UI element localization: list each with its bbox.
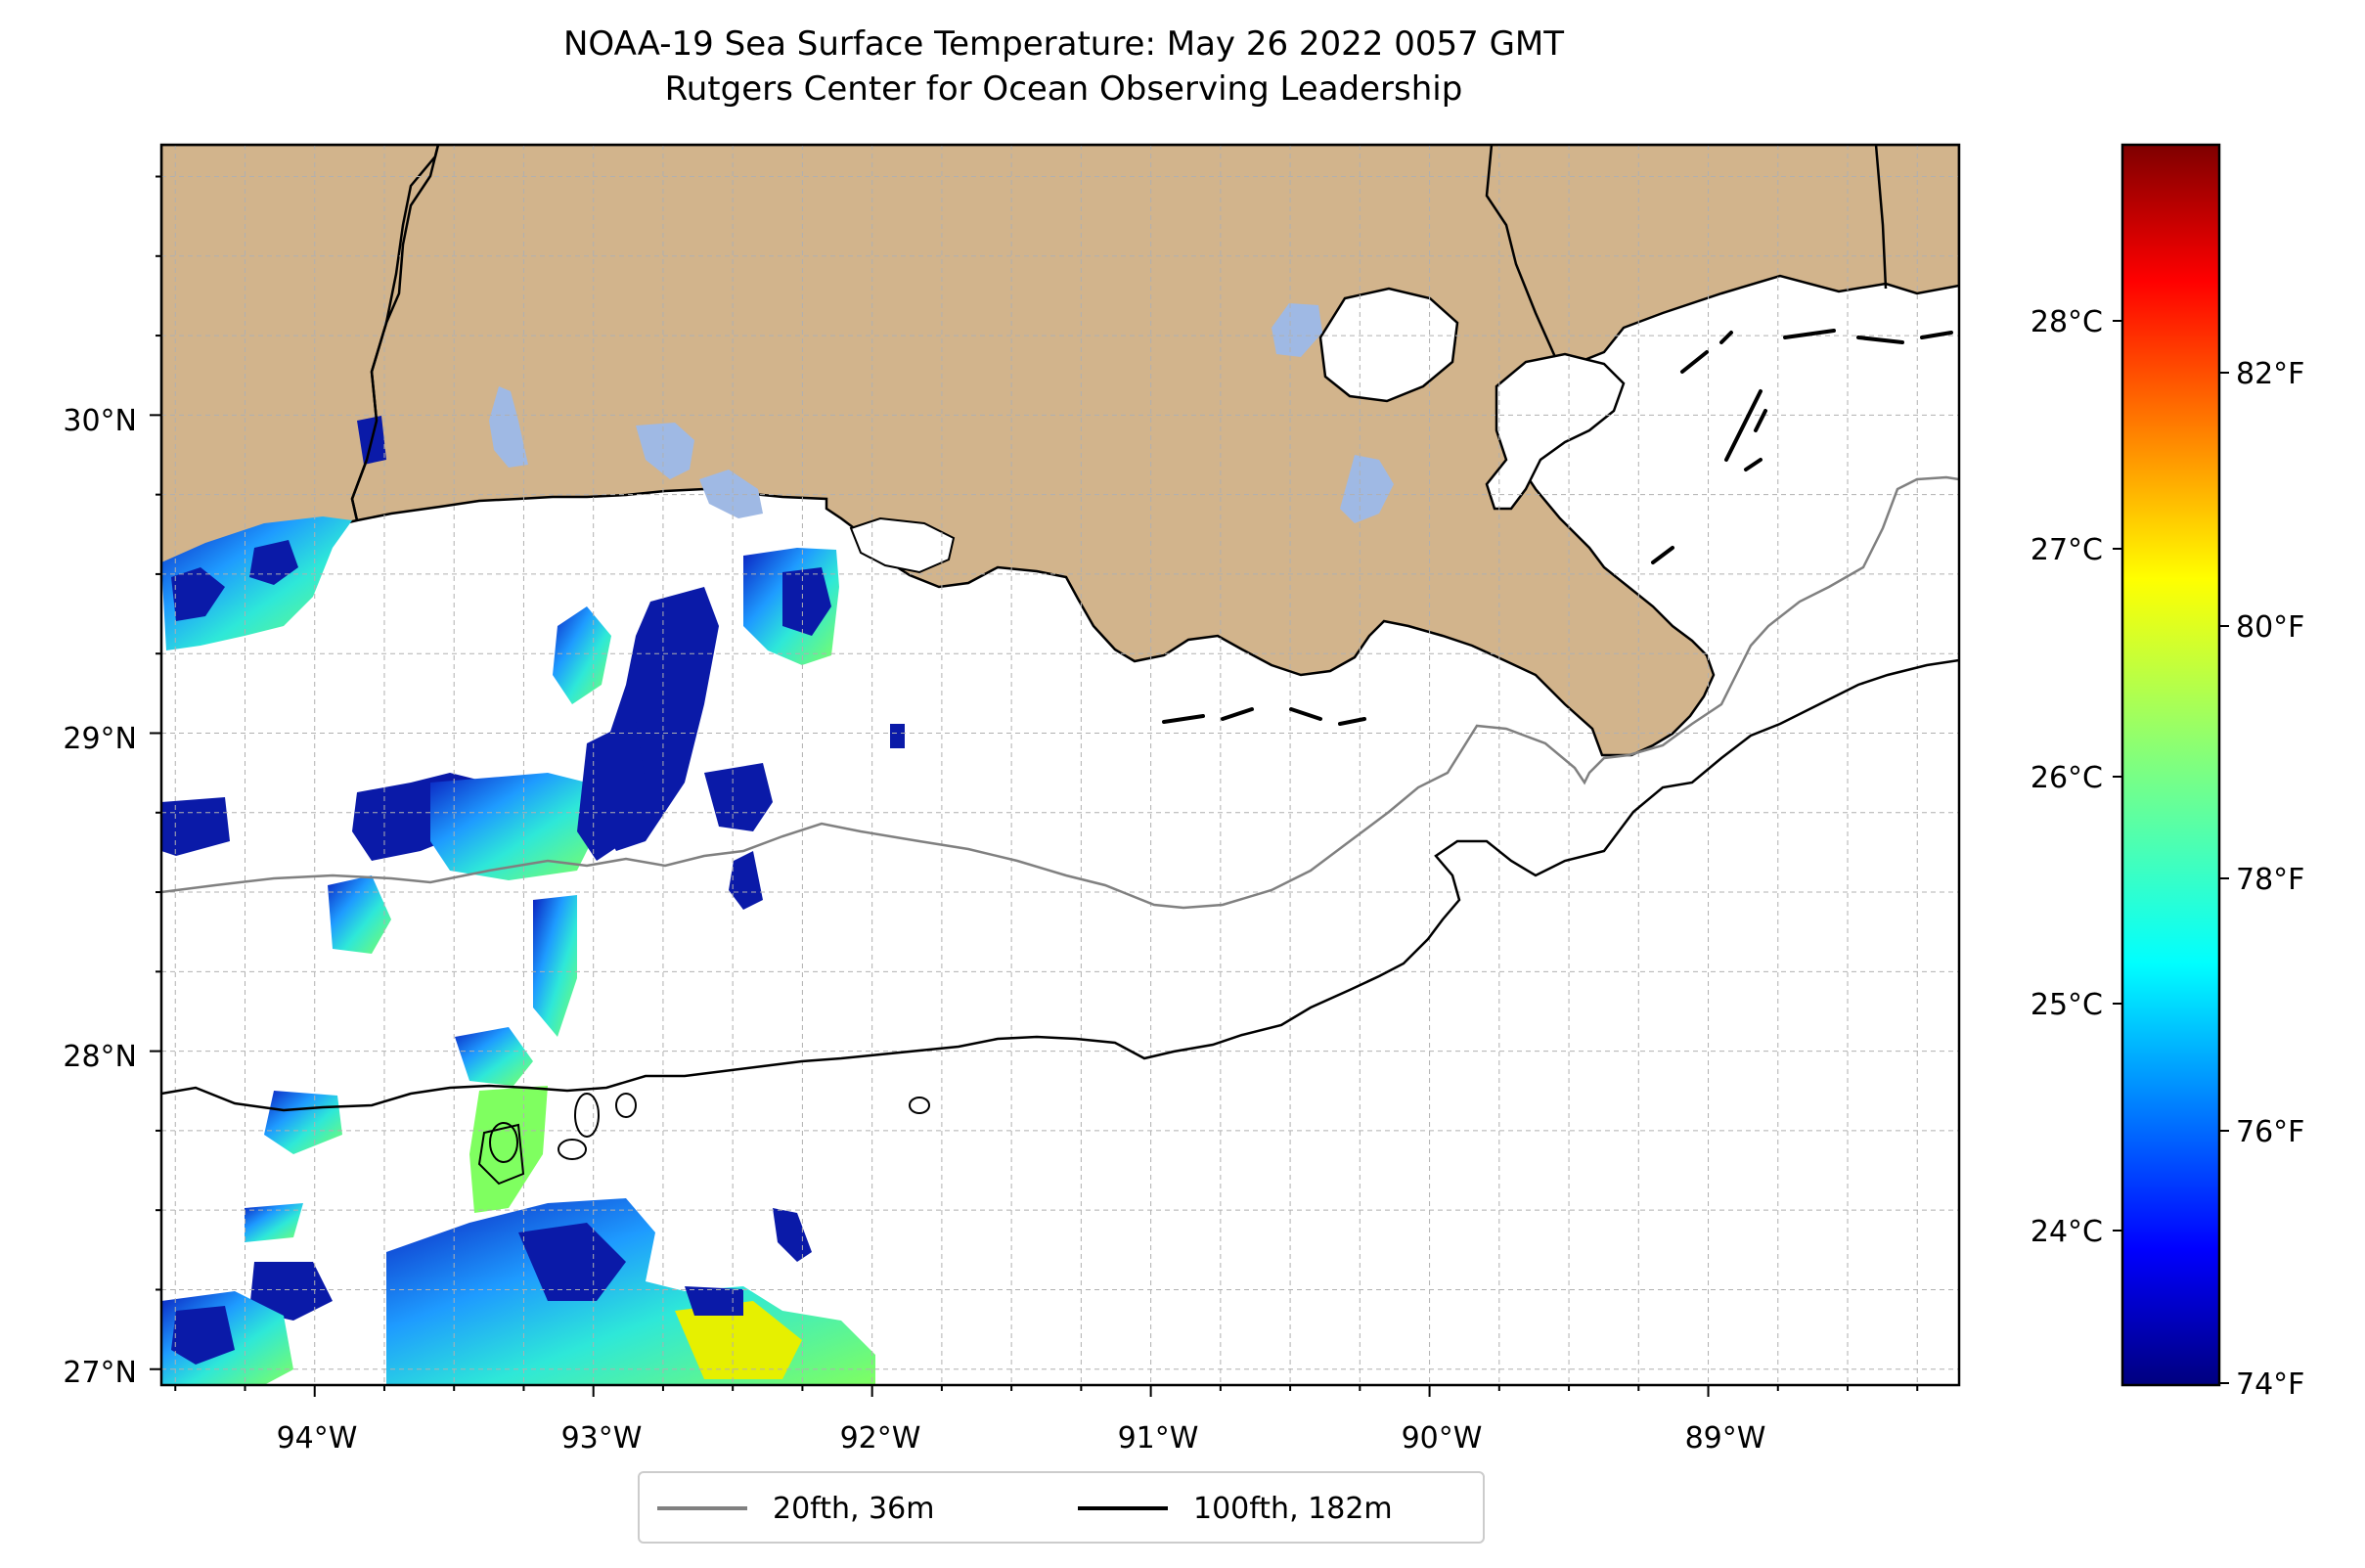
barrier-islands	[1162, 329, 1953, 726]
legend-line-black	[1078, 1506, 1168, 1510]
lat-tick-label: 28°N	[63, 1040, 137, 1074]
legend-label: 100fth, 182m	[1193, 1491, 1393, 1526]
lake-2	[1340, 455, 1394, 523]
delta-water	[1485, 352, 1626, 511]
fahrenheit-tick-label: 76°F	[2236, 1115, 2304, 1149]
legend-item-100fth: 100fth, 182m	[1078, 1491, 1393, 1526]
contour-legend: 20fth, 36m 100fth, 182m	[638, 1471, 1485, 1544]
colorbar-ticks	[2113, 320, 2229, 1384]
lat-tick-labels: 30°N 29°N 28°N 27°N	[63, 404, 137, 1390]
colorbar-gradient	[2120, 143, 2221, 1387]
lon-tick-label: 92°W	[840, 1421, 921, 1456]
lat-tick-label: 27°N	[63, 1356, 137, 1390]
state-borders	[350, 145, 1888, 521]
celsius-tick-label: 24°C	[2030, 1215, 2103, 1249]
lon-tick-label: 91°W	[1118, 1421, 1199, 1456]
lat-tick-label: 29°N	[63, 722, 137, 756]
lon-tick-label: 89°W	[1685, 1421, 1766, 1456]
legend-label: 20fth, 36m	[773, 1491, 935, 1526]
celsius-tick-label: 25°C	[2030, 988, 2103, 1022]
map-area	[161, 145, 1959, 1385]
celsius-tick-label: 28°C	[2030, 305, 2103, 339]
contour-loops	[477, 1093, 930, 1186]
colorbar: 28°C 27°C 26°C 25°C 24°C 82°F 80°F 78°F …	[2030, 143, 2304, 1402]
lon-tick-labels: 94°W 93°W 92°W 91°W 90°W 89°W	[277, 1421, 1766, 1456]
lon-tick-label: 94°W	[277, 1421, 358, 1456]
map-frame	[159, 143, 1961, 1387]
legend-line-gray	[657, 1506, 747, 1510]
contour-100fth	[161, 658, 1959, 1112]
lake-1	[1272, 303, 1322, 357]
lake-3	[489, 386, 528, 468]
legend-item-20fth: 20fth, 36m	[657, 1491, 934, 1526]
lon-tick-label: 90°W	[1402, 1421, 1483, 1456]
fahrenheit-tick-label: 78°F	[2236, 863, 2304, 897]
lat-tick-label: 30°N	[63, 404, 137, 438]
lake-4	[636, 423, 694, 479]
fahrenheit-tick-label: 82°F	[2236, 357, 2304, 391]
lake-pontchartrain	[1318, 287, 1459, 403]
sst-data	[161, 416, 905, 1385]
map-grid	[161, 145, 1959, 1385]
title-line-1: NOAA-19 Sea Surface Temperature: May 26 …	[562, 24, 1565, 64]
celsius-tick-label: 27°C	[2030, 533, 2103, 567]
vermilion-bay	[849, 516, 956, 574]
fahrenheit-tick-label: 80°F	[2236, 610, 2304, 645]
contour-20fth	[161, 475, 1959, 910]
axis-ticks	[150, 175, 1919, 1397]
title-line-2: Rutgers Center for Ocean Observing Leade…	[664, 69, 1463, 109]
map-title: NOAA-19 Sea Surface Temperature: May 26 …	[161, 22, 1966, 112]
celsius-tick-label: 26°C	[2030, 761, 2103, 795]
lon-tick-label: 93°W	[561, 1421, 643, 1456]
fahrenheit-tick-label: 74°F	[2236, 1367, 2304, 1402]
lake-5	[699, 470, 763, 518]
